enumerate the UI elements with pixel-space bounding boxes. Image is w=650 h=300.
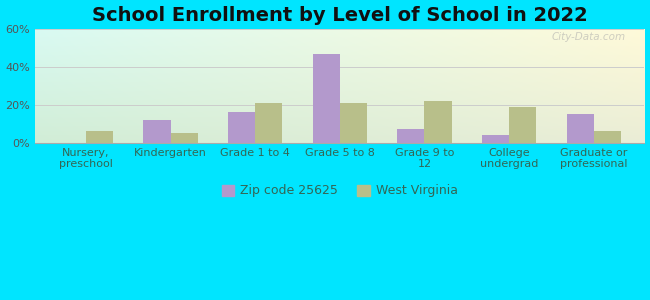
Bar <box>567 114 593 143</box>
Bar <box>86 131 113 143</box>
Bar <box>170 133 198 143</box>
Bar <box>255 103 282 143</box>
Bar <box>593 131 621 143</box>
Bar <box>397 129 424 143</box>
Bar <box>340 103 367 143</box>
Bar <box>313 54 340 143</box>
Title: School Enrollment by Level of School in 2022: School Enrollment by Level of School in … <box>92 6 588 25</box>
Bar <box>482 135 509 143</box>
Text: City-Data.com: City-Data.com <box>552 32 626 42</box>
Legend: Zip code 25625, West Virginia: Zip code 25625, West Virginia <box>216 179 463 203</box>
Bar <box>424 101 452 143</box>
Bar <box>509 107 536 143</box>
Bar <box>228 112 255 143</box>
Bar <box>144 120 170 143</box>
